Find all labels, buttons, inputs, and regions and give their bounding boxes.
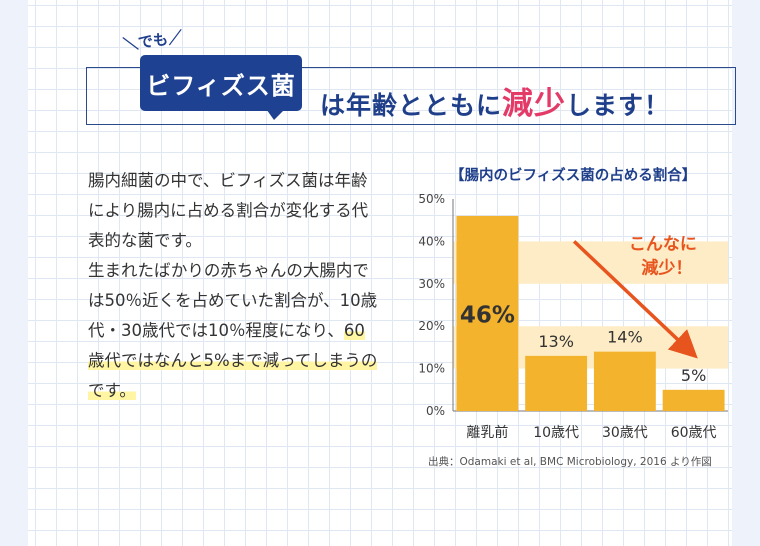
y-tick-label: 20% bbox=[418, 319, 445, 333]
chart: 【腸内のビフィズス菌の占める割合】 0% 10% 20% 30% 40% 50% 46% 1… bbox=[398, 158, 738, 478]
page-background: ＼でも／ ビフィズス菌 は年齢とともに減少します！ 腸内細菌の中で、ビフィズス菌… bbox=[28, 0, 736, 546]
chart-svg: 0% 10% 20% 30% 40% 50% 46% 13% 14% 5% 離乳前 10歳代 30歳… bbox=[418, 192, 728, 441]
y-tick-label: 0% bbox=[426, 404, 445, 418]
bars: 46% 13% 14% 5% bbox=[456, 215, 725, 411]
annotation-line-1: こんなに bbox=[629, 234, 697, 254]
y-tick-label: 10% bbox=[418, 362, 445, 376]
x-tick-label: 離乳前 bbox=[466, 424, 508, 441]
headline: は年齢とともに減少します！ bbox=[320, 78, 670, 123]
bar bbox=[593, 351, 656, 411]
bar-value-label: 46% bbox=[460, 302, 515, 328]
bar bbox=[662, 389, 725, 411]
y-tick-label: 50% bbox=[418, 192, 445, 206]
bar-value-label: 14% bbox=[607, 328, 643, 347]
y-tick-label: 40% bbox=[418, 234, 445, 248]
bifidobacteria-badge: ビフィズス菌 bbox=[140, 55, 302, 111]
headline-before: は年齢とともに bbox=[320, 91, 503, 120]
body-text: 腸内細菌の中で、ビフィズス菌は年齢により腸内に占める割合が変化する代表的な菌です… bbox=[88, 166, 378, 406]
y-tick-label: 30% bbox=[418, 277, 445, 291]
chart-title: 【腸内のビフィズス菌の占める割合】 bbox=[450, 168, 697, 184]
body-paragraph-2: 生まれたばかりの赤ちゃんの大腸内では50％近くを占めていた割合が、10歳代・30… bbox=[88, 256, 378, 406]
chart-source: 出典：Odamaki et al, BMC Microbiology, 2016… bbox=[428, 456, 712, 468]
x-tick-label: 60歳代 bbox=[671, 425, 717, 441]
body-paragraph-1: 腸内細菌の中で、ビフィズス菌は年齢により腸内に占める割合が変化する代表的な菌です… bbox=[88, 171, 369, 250]
body-paragraph-2-start: 生まれたばかりの赤ちゃんの大腸内では50％近くを占めていた割合が、10歳代・30… bbox=[88, 261, 378, 340]
decrease-arrow bbox=[572, 240, 698, 359]
x-tick-label: 10歳代 bbox=[533, 425, 579, 441]
headline-highlight: 減少 bbox=[502, 86, 567, 122]
bar bbox=[456, 215, 519, 411]
title-frame bbox=[86, 67, 736, 125]
annotation-line-2: 減少！ bbox=[641, 257, 692, 278]
badge-tail bbox=[264, 106, 288, 120]
but-tag: ＼でも／ bbox=[122, 27, 185, 55]
x-tick-label: 30歳代 bbox=[602, 425, 648, 441]
headline-after: します！ bbox=[566, 91, 671, 120]
x-axis-labels: 離乳前 10歳代 30歳代 60歳代 bbox=[466, 424, 716, 441]
bar-value-label: 5% bbox=[681, 366, 706, 385]
bar bbox=[525, 355, 588, 411]
bar-value-label: 13% bbox=[538, 332, 574, 351]
